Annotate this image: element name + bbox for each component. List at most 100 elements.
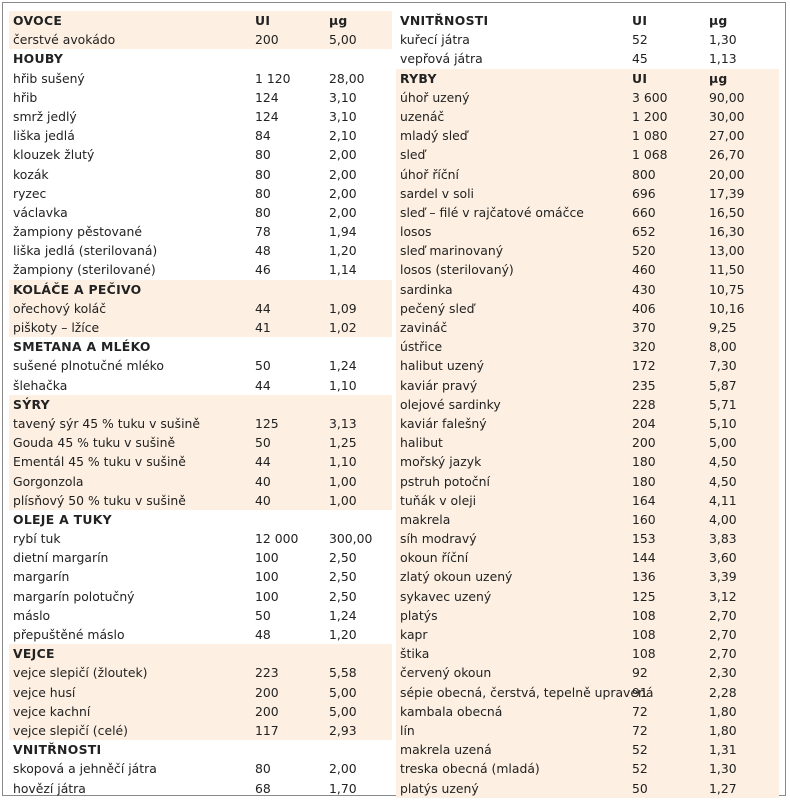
ui-value: 72	[632, 703, 648, 719]
table-row: máslo 50 1,24	[9, 606, 392, 625]
microgram-value: 2,00	[329, 147, 357, 163]
table-row: václavka 80 2,00	[9, 203, 392, 222]
microgram-value: 5,71	[709, 396, 737, 412]
microgram-value: 1,10	[329, 454, 357, 470]
ui-value: 223	[255, 665, 279, 681]
microgram-value: 90,00	[709, 89, 745, 105]
ui-value: 1 068	[632, 147, 668, 163]
table-row: zlatý okoun uzený 136 3,39	[396, 567, 779, 587]
category-header: KOLÁČE A PEČIVO	[9, 279, 392, 299]
table-row: platýs uzený 50 1,27	[396, 778, 779, 798]
microgram-value: 4,11	[709, 492, 737, 508]
ui-value: 100	[255, 588, 279, 604]
microgram-value: 1,24	[329, 358, 357, 374]
microgram-value: 20,00	[709, 166, 745, 182]
microgram-value: 4,50	[709, 454, 737, 470]
food-name: žampiony (sterilované)	[13, 262, 156, 278]
ui-value: 430	[632, 281, 656, 297]
food-name: margarín polotučný	[13, 588, 135, 604]
ui-value: UI	[632, 13, 648, 28]
category-label: HOUBY	[13, 51, 64, 67]
microgram-value: 3,12	[709, 588, 737, 604]
food-name: makrela uzená	[400, 742, 492, 758]
table-row: kaviár falešný 204 5,10	[396, 413, 779, 434]
food-name: Gorgonzola	[13, 473, 84, 489]
ui-value: 180	[632, 454, 656, 470]
ui-value: UI	[255, 13, 271, 28]
table-row: hřib 124 3,10	[9, 88, 392, 107]
category-header: OLEJE A TUKY	[9, 510, 392, 529]
ui-value: 80	[255, 166, 271, 182]
table-row: okoun říční 144 3,60	[396, 548, 779, 568]
food-name: tuňák v oleji	[400, 492, 477, 508]
microgram-value: 1,25	[329, 435, 357, 451]
microgram-value: 3,10	[329, 108, 357, 124]
ui-value: 200	[255, 703, 279, 719]
microgram-value: 5,87	[709, 377, 737, 393]
ui-value: 92	[632, 665, 648, 681]
ui-value: 180	[632, 473, 656, 489]
category-header: VNITŘNOSTI UI μg	[396, 11, 779, 30]
table-row: losos 652 16,30	[396, 222, 779, 242]
table-row: ořechový koláč 44 1,09	[9, 298, 392, 318]
ui-value: 80	[255, 147, 271, 163]
ui-value: 200	[632, 435, 656, 451]
table-row: úhoř uzený 3 600 90,00	[396, 87, 779, 107]
microgram-value: 1,20	[329, 243, 357, 259]
food-name: vejce slepičí (celé)	[13, 722, 128, 738]
food-name: šlehačka	[13, 377, 68, 393]
ui-value: 172	[632, 358, 656, 374]
table-row: mořský jazyk 180 4,50	[396, 452, 779, 472]
table-row: ryzec 80 2,00	[9, 184, 392, 203]
category-label: OLEJE A TUKY	[13, 511, 112, 527]
food-name: pstruh potoční	[400, 473, 490, 489]
food-name: václavka	[13, 204, 68, 220]
category-label: SMETANA A MLÉKO	[13, 339, 151, 355]
microgram-value: 16,50	[709, 204, 745, 220]
microgram-value: 1,30	[709, 761, 737, 777]
ui-value: 78	[255, 224, 271, 240]
ui-value: 124	[255, 108, 279, 124]
table-row: sardel v soli 696 17,39	[396, 183, 779, 203]
table-row: žampiony pěstované 78 1,94	[9, 222, 392, 241]
microgram-value: 1,09	[329, 300, 357, 316]
table-row: přepuštěné máslo 48 1,20	[9, 625, 392, 644]
microgram-value: 2,00	[329, 166, 357, 182]
table-row: olejové sardinky 228 5,71	[396, 394, 779, 414]
table-row: hřib sušený 1 120 28,00	[9, 69, 392, 88]
table-row: sleď – filé v rajčatové omáčce 660 16,50	[396, 202, 779, 223]
food-name: zavináč	[400, 320, 448, 335]
ui-value: 3 600	[632, 89, 668, 105]
table-row: vejce slepičí (celé) 117 2,93	[9, 720, 392, 741]
table-row: rybí tuk 12 000 300,00	[9, 529, 392, 548]
category-header: HOUBY	[9, 49, 392, 68]
microgram-value: 1,00	[329, 492, 357, 508]
ui-value: 68	[255, 780, 271, 796]
table-row: skopová a jehněčí játra 80 2,00	[9, 759, 392, 778]
food-name: sépie obecná, čerstvá, tepelně upravená	[400, 684, 654, 700]
microgram-value: 2,93	[329, 722, 357, 738]
microgram-value: 1,94	[329, 224, 357, 240]
food-name: pečený sleď	[400, 300, 475, 316]
ui-value: 124	[255, 89, 279, 105]
food-name: sardinka	[400, 281, 453, 297]
ui-value: 40	[255, 473, 271, 489]
microgram-value: 2,10	[329, 128, 357, 144]
table-row: halibut 200 5,00	[396, 433, 779, 453]
table-row: mladý sleď 1 080 27,00	[396, 126, 779, 146]
table-row: tuňák v oleji 164 4,11	[396, 490, 779, 510]
table-row: zavináč 370 9,25	[396, 318, 779, 338]
category-label: KOLÁČE A PEČIVO	[13, 281, 142, 297]
microgram-value: 1,00	[329, 473, 357, 489]
category-label: RYBY	[400, 70, 437, 86]
microgram-value: 2,70	[709, 607, 737, 623]
food-name: žampiony pěstované	[13, 224, 142, 240]
food-name: kaviár pravý	[400, 377, 478, 393]
food-name: štika	[400, 646, 430, 662]
microgram-value: 1,10	[329, 377, 357, 393]
food-name: platýs uzený	[400, 780, 479, 796]
ui-value: 80	[255, 204, 271, 220]
ui-value: 50	[255, 607, 271, 623]
category-header: VNITŘNOSTI	[9, 740, 392, 759]
category-header: RYBY UI μg	[396, 68, 779, 88]
